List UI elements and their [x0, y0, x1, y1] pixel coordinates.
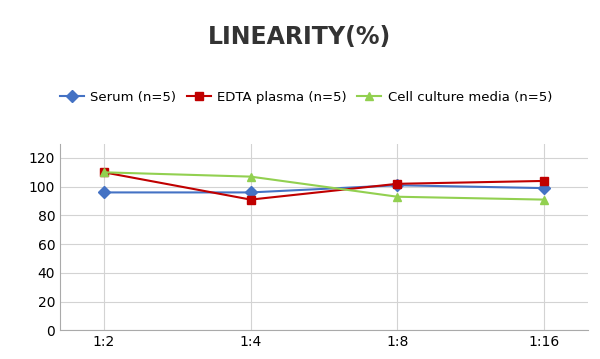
Serum (n=5) [247, 190, 254, 195]
Serum (n=5) [100, 190, 107, 195]
Cell culture media (n=5) [100, 170, 107, 174]
Line: Cell culture media (n=5): Cell culture media (n=5) [100, 168, 548, 204]
EDTA plasma (n=5) [100, 170, 107, 174]
Cell culture media (n=5) [247, 174, 254, 179]
Serum (n=5) [541, 186, 548, 190]
Legend: Serum (n=5), EDTA plasma (n=5), Cell culture media (n=5): Serum (n=5), EDTA plasma (n=5), Cell cul… [55, 85, 557, 109]
Serum (n=5) [394, 183, 401, 187]
EDTA plasma (n=5) [541, 179, 548, 183]
EDTA plasma (n=5) [394, 182, 401, 186]
Line: Serum (n=5): Serum (n=5) [100, 181, 548, 197]
Cell culture media (n=5) [541, 197, 548, 202]
Text: LINEARITY(%): LINEARITY(%) [208, 25, 392, 49]
Cell culture media (n=5) [394, 195, 401, 199]
EDTA plasma (n=5) [247, 197, 254, 202]
Line: EDTA plasma (n=5): EDTA plasma (n=5) [100, 168, 548, 204]
